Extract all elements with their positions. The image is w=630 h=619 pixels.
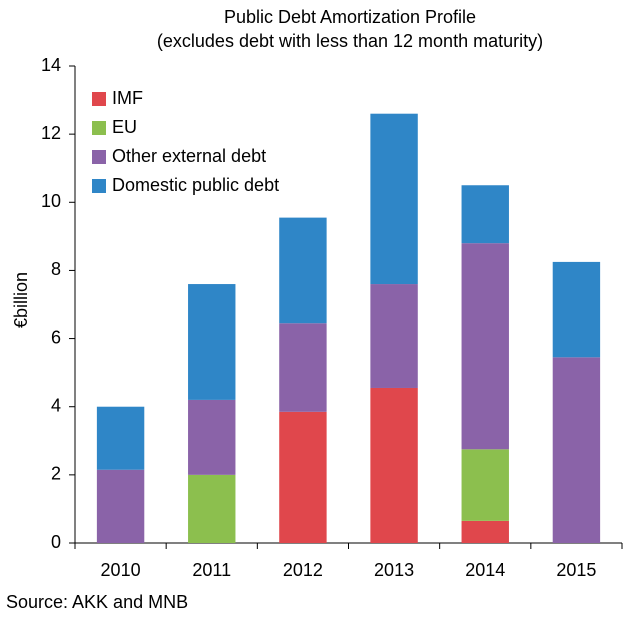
bar-segment [188, 284, 236, 400]
chart-subtitle: (excludes debt with less than 12 month m… [157, 31, 543, 51]
bar-segment [96, 406, 145, 470]
y-tick-label: 0 [51, 532, 61, 552]
legend-swatch [92, 92, 106, 106]
y-axis-label: €billion [11, 272, 31, 328]
legend-swatch [92, 150, 106, 164]
bar-segment [370, 387, 418, 543]
y-tick-label: 2 [51, 464, 61, 484]
x-tick-label: 2011 [192, 560, 231, 580]
y-tick-label: 10 [41, 191, 61, 211]
bar-segment [552, 261, 601, 358]
chart-title: Public Debt Amortization Profile [224, 7, 476, 27]
bar-segment [279, 323, 327, 412]
bar-segment [461, 449, 509, 521]
y-tick-label: 12 [41, 123, 61, 143]
x-tick-label: 2013 [374, 560, 414, 580]
bar-segment [370, 113, 418, 285]
bar-segment [461, 185, 509, 244]
y-tick-label: 8 [51, 259, 61, 279]
source-note: Source: AKK and MNB [6, 592, 188, 612]
legend-label: IMF [112, 88, 143, 108]
legend-label: Domestic public debt [112, 175, 279, 195]
legend-swatch [92, 179, 106, 193]
x-tick-label: 2014 [465, 560, 505, 580]
x-tick-label: 2015 [556, 560, 596, 580]
bar-segment [188, 474, 236, 543]
y-tick-label: 4 [51, 395, 61, 415]
bar-segment [461, 520, 509, 543]
bar-segment [552, 357, 601, 543]
x-tick-label: 2010 [101, 560, 141, 580]
bar-segment [370, 284, 418, 388]
bar-segment [461, 243, 509, 450]
bar-segment [96, 469, 145, 543]
legend-label: EU [112, 117, 137, 137]
y-tick-label: 14 [41, 55, 61, 75]
bar-segment [188, 399, 236, 475]
bar-segment [279, 411, 327, 543]
legend-swatch [92, 121, 106, 135]
legend-label: Other external debt [112, 146, 266, 166]
bar-segment [279, 217, 327, 324]
y-tick-label: 6 [51, 327, 61, 347]
x-tick-label: 2012 [283, 560, 323, 580]
